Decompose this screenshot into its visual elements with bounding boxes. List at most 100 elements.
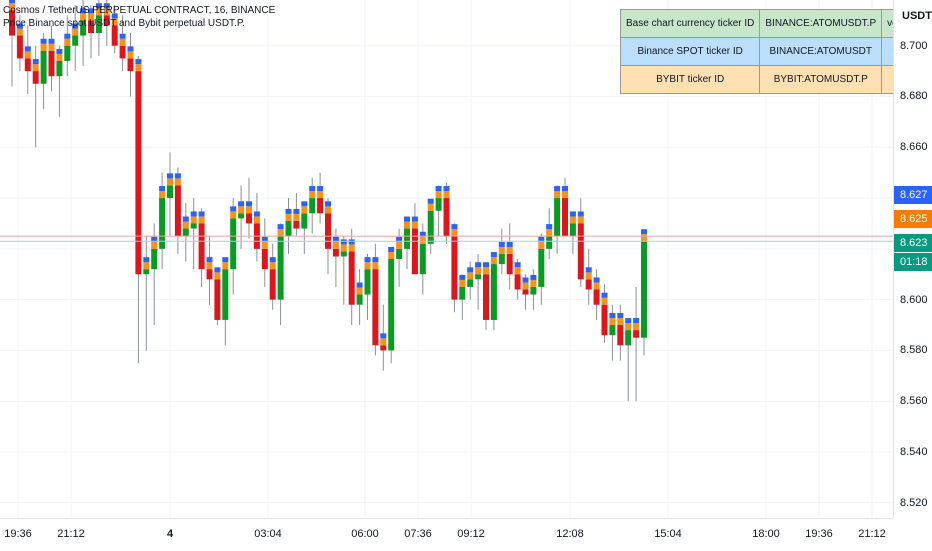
ticker-info-table: Base chart currency ticker ID BINANCE:ATO… <box>619 9 893 94</box>
table-row: Binance SPOT ticker IDBINANCE:ATOMUSDTvo… <box>619 37 893 66</box>
candle-down <box>617 325 624 346</box>
spot-price-cap <box>88 8 94 14</box>
spot-price-cap <box>159 186 166 192</box>
spot-price-cap <box>214 267 221 273</box>
candle-up <box>427 210 434 244</box>
bybit-price-cap <box>56 53 63 61</box>
bybit-price-cap <box>332 241 339 249</box>
candle-down <box>135 71 142 275</box>
candle-down <box>348 251 355 305</box>
spot-price-cap <box>459 274 466 280</box>
spot-price-cap <box>522 277 529 283</box>
currency-unit-label[interactable]: USDT <box>902 10 932 22</box>
candle-up <box>182 228 189 237</box>
spot-price-cap <box>253 211 260 217</box>
spot-price-cap <box>554 186 561 192</box>
bybit-price-cap <box>277 229 284 237</box>
bybit-price-cap <box>88 13 94 21</box>
spot-price-cap <box>309 186 316 192</box>
candlestick-plot[interactable] <box>0 0 893 518</box>
candle-down <box>633 330 640 338</box>
spot-price-cap <box>332 236 339 242</box>
candle-down <box>577 223 584 280</box>
bybit-price-cap <box>562 191 568 199</box>
candle-down <box>451 236 458 300</box>
spot-price-cap <box>577 211 584 217</box>
candle-up <box>167 185 173 199</box>
time-axis[interactable]: 19:36 21:12 4 03:04 06:00 07:36 09:12 12:08 15:0… <box>0 518 893 551</box>
time-tick-label: 19:36 <box>4 528 32 540</box>
spot-price-cap <box>246 201 252 207</box>
spot-price-cap <box>230 206 237 212</box>
price-axis[interactable]: USDT 8.7008.6808.6608.6408.6208.6008.580… <box>893 0 932 518</box>
bybit-price-cap <box>340 244 347 252</box>
volume-cell: volume: 13069.86 <box>881 37 893 66</box>
spot-price-cap <box>546 224 553 230</box>
spot-price-cap <box>285 208 292 214</box>
ticker-id-cell: BYBIT:ATOMUSDT.P <box>759 65 883 94</box>
bybit-price-cap <box>546 229 553 237</box>
candle-down <box>111 25 118 46</box>
bybit-price-cap <box>467 272 474 280</box>
candle-up <box>56 60 63 77</box>
price-tick-label: 8.580 <box>900 344 928 357</box>
candle-down <box>206 269 213 280</box>
candle-up <box>159 198 166 249</box>
bybit-price-cap <box>490 257 497 265</box>
candle-down <box>332 248 339 257</box>
bybit-price-cap <box>143 262 150 270</box>
bybit-price-cap <box>530 279 537 287</box>
spot-price-cap <box>364 257 371 263</box>
legend-title: Cosmos / TetherUS PERPETUAL CONTRACT, 16… <box>3 5 276 16</box>
time-tick-label: 09:12 <box>457 528 485 540</box>
candle-down <box>325 213 331 249</box>
bybit-price-cap <box>522 282 529 290</box>
ticker-id-cell: BINANCE:ATOMUSDT.P <box>759 9 883 38</box>
row-label-cell: BYBIT ticker ID <box>619 65 761 94</box>
bybit-price-cap <box>419 236 426 244</box>
time-tick-label: 15:04 <box>654 528 682 540</box>
candle-down <box>9 10 15 36</box>
bybit-price-cap <box>475 267 482 275</box>
spot-price-cap <box>348 239 355 245</box>
candle-up <box>538 248 545 287</box>
spot-price-cap <box>80 8 87 14</box>
bybit-price-cap <box>585 272 592 280</box>
candle-up <box>340 251 347 257</box>
time-tick-label: 06:00 <box>351 528 379 540</box>
spot-price-cap <box>56 48 63 54</box>
bybit-price-cap <box>388 252 395 259</box>
candle-down <box>506 253 513 275</box>
bybit-price-cap <box>32 64 39 72</box>
bybit-price-cap <box>317 191 324 199</box>
candle-down <box>585 279 592 290</box>
spot-price-cap <box>40 38 47 44</box>
spot-price-cap <box>633 318 640 324</box>
bybit-price-cap <box>435 191 442 199</box>
bybit-price-cap <box>396 241 403 249</box>
row-label-cell: Binance SPOT ticker ID <box>619 37 761 66</box>
candle-up <box>230 218 237 270</box>
spot-price-cap <box>380 333 387 339</box>
spot-price-cap <box>16 23 23 29</box>
bybit-price-cap <box>641 234 647 242</box>
candle-down <box>269 269 276 300</box>
bybit-price-cap <box>617 318 624 326</box>
candle-down <box>174 185 181 237</box>
spot-price-cap <box>419 231 426 237</box>
candle-down <box>411 228 418 275</box>
spot-price-cap <box>388 247 395 252</box>
candle-down <box>214 279 221 320</box>
spot-price-cap <box>198 211 205 217</box>
bybit-price-cap <box>356 287 363 295</box>
spot-price-cap <box>356 282 363 288</box>
candle-up <box>64 45 71 61</box>
spot-price-cap <box>404 216 410 222</box>
candle-down <box>483 274 489 320</box>
chart-area[interactable]: Cosmos / TetherUS PERPETUAL CONTRACT, 16… <box>0 0 893 518</box>
bybit-price-cap <box>538 241 545 249</box>
price-tag: 01:18 <box>894 253 932 271</box>
bybit-price-cap <box>103 8 110 16</box>
price-tick-label: 8.520 <box>900 496 928 509</box>
spot-price-cap <box>174 173 181 179</box>
